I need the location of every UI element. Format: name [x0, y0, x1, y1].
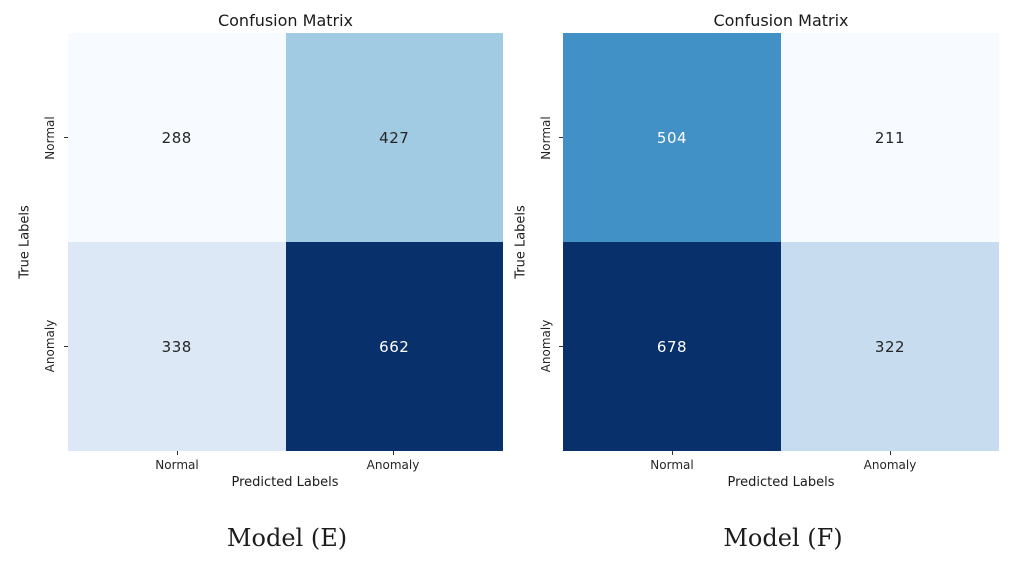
y-tick-mark: [64, 137, 68, 138]
y-tick-label-anomaly: Anomaly: [539, 319, 553, 373]
cell-value: 427: [379, 128, 410, 147]
chart-title: Confusion Matrix: [713, 11, 849, 30]
x-axis-label: Predicted Labels: [231, 475, 339, 490]
x-tick-label-normal: Normal: [650, 458, 694, 472]
heatmap-cell-true-anomaly-pred-normal: 338: [68, 242, 286, 451]
x-tick-label-normal: Normal: [155, 458, 199, 472]
cell-value: 322: [874, 337, 906, 356]
y-tick-label-normal: Normal: [43, 116, 57, 160]
x-tick-label-anomaly: Anomaly: [863, 458, 917, 472]
y-tick-label-anomaly: Anomaly: [43, 319, 57, 373]
heatmap-model-e: 288 427 338 662: [68, 33, 503, 451]
x-tick-mark: [890, 451, 891, 455]
cell-value: 288: [161, 128, 192, 147]
y-tick-mark: [559, 346, 563, 347]
heatmap-cell-true-normal-pred-normal: 504: [563, 33, 781, 242]
x-tick-mark: [672, 451, 673, 455]
heatmap-cell-true-normal-pred-anomaly: 211: [781, 33, 999, 242]
heatmap-cell-true-normal-pred-anomaly: 427: [285, 33, 503, 242]
cell-value: 211: [874, 128, 906, 147]
panel-caption-model-f: Model (F): [723, 524, 843, 552]
y-axis-label: True Labels: [17, 205, 33, 279]
heatmap-cell-true-anomaly-pred-normal: 678: [563, 242, 781, 451]
panel-caption-model-e: Model (E): [226, 524, 348, 552]
heatmap-cell-true-anomaly-pred-anomaly: 322: [781, 242, 999, 451]
cell-value: 678: [656, 337, 688, 356]
chart-title: Confusion Matrix: [217, 11, 354, 30]
y-tick-mark: [559, 137, 563, 138]
y-tick-mark: [64, 346, 68, 347]
x-tick-label-anomaly: Anomaly: [366, 458, 420, 472]
y-tick-label-normal: Normal: [539, 116, 553, 160]
cell-value: 338: [161, 337, 192, 356]
x-tick-mark: [393, 451, 394, 455]
heatmap-cell-true-normal-pred-normal: 288: [68, 33, 286, 242]
x-axis-label: Predicted Labels: [727, 475, 835, 490]
heatmap-cell-true-anomaly-pred-anomaly: 662: [285, 242, 503, 451]
y-axis-label: True Labels: [513, 205, 529, 279]
cell-value: 504: [656, 128, 688, 147]
cell-value: 662: [379, 337, 410, 356]
x-tick-mark: [177, 451, 178, 455]
heatmap-model-f: 504 211 678 322: [563, 33, 999, 451]
